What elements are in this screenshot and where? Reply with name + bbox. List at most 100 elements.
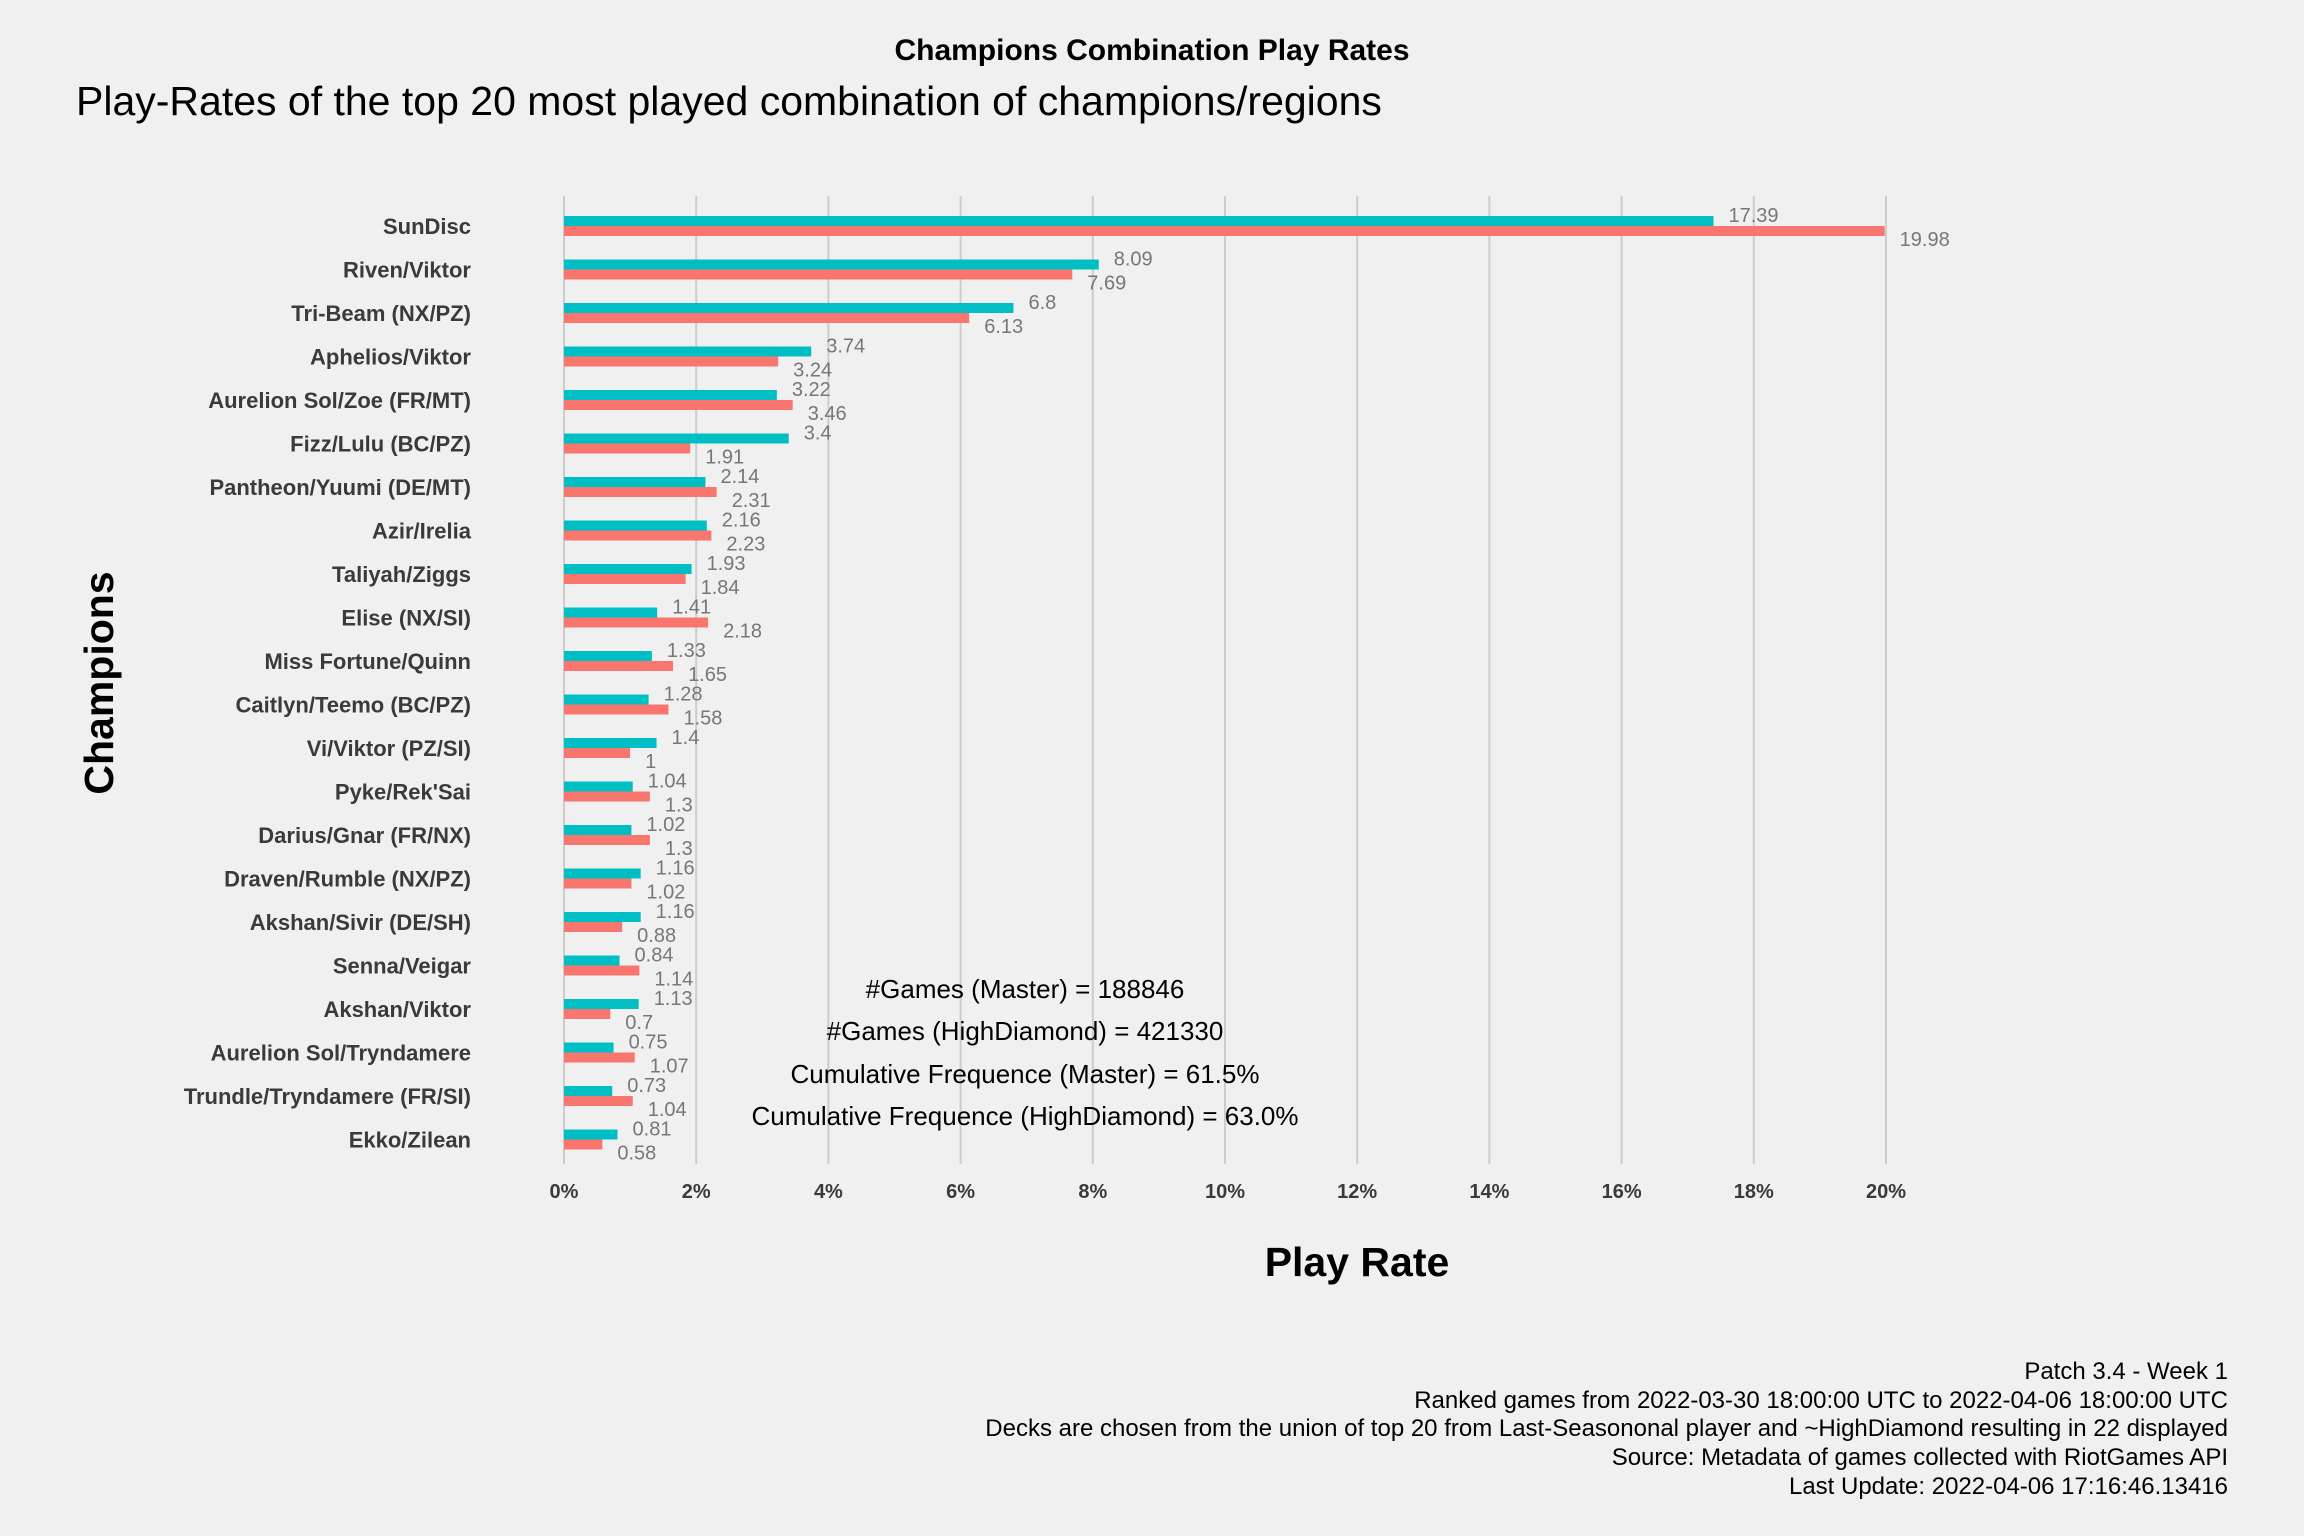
y-category-label: Elise (NX/SI) [341, 606, 471, 631]
x-axis-ticks: 0% 2% 4% 6% 8% 10% 12% 14% 16% 18% 20% [550, 1181, 1907, 1203]
data-label: 1.4 [672, 727, 700, 749]
chart-subtitle: Play-Rates of the top 20 most played com… [76, 78, 1382, 124]
data-label: 1.91 [705, 447, 744, 469]
bar-teal [564, 868, 641, 879]
data-label: 1.14 [654, 969, 693, 991]
bar-teal [564, 520, 707, 531]
bar-teal [564, 912, 641, 922]
data-label: 1.28 [664, 684, 703, 706]
x-tick-label: 20% [1866, 1181, 1906, 1203]
data-label: 1.16 [656, 858, 695, 880]
x-tick-label: 8% [1078, 1181, 1107, 1203]
data-label: 1.02 [646, 882, 685, 904]
y-category-label: Akshan/Sivir (DE/SH) [250, 910, 471, 935]
x-tick-label: 14% [1469, 1181, 1509, 1203]
y-category-label: Tri-Beam (NX/PZ) [291, 301, 471, 326]
bar-teal [564, 955, 620, 966]
bar-salmon [564, 922, 623, 932]
bar-salmon [564, 1139, 603, 1150]
y-category-label: Miss Fortune/Quinn [264, 649, 471, 674]
bar-salmon [564, 226, 1885, 236]
footer-patch: Patch 3.4 - Week 1 [2024, 1358, 2228, 1385]
data-label: 2.23 [726, 534, 765, 556]
bar-salmon [564, 1096, 633, 1106]
bar-salmon [564, 443, 691, 454]
y-category-label: Aphelios/Viktor [310, 345, 471, 370]
data-label: 1.65 [688, 664, 727, 686]
data-label: 8.09 [1114, 249, 1153, 271]
y-category-label: Trundle/Tryndamere (FR/SI) [184, 1084, 471, 1109]
bar-teal [564, 303, 1014, 313]
y-category-label: Pantheon/Yuumi (DE/MT) [209, 475, 471, 500]
bar-teal [564, 607, 658, 618]
bar-salmon [564, 574, 686, 584]
y-category-label: Senna/Veigar [333, 954, 472, 979]
footer-date-range: Ranked games from 2022-03-30 18:00:00 UT… [1414, 1387, 2228, 1414]
bar-salmon [564, 704, 669, 715]
y-category-label: Aurelion Sol/Tryndamere [211, 1041, 471, 1066]
footer-last-update: Last Update: 2022-04-06 17:16:46.13416 [1788, 1473, 2228, 1500]
bar-teal [564, 1129, 618, 1140]
bar-teal [564, 564, 692, 574]
data-label: 0.58 [617, 1143, 656, 1165]
bar-salmon [564, 617, 709, 628]
data-label: 2.14 [720, 466, 759, 488]
y-category-label: Azir/Irelia [372, 519, 472, 544]
bar-salmon [564, 313, 970, 323]
data-label: 6.13 [984, 316, 1023, 338]
data-label: 17.39 [1728, 205, 1778, 227]
bar-salmon [564, 269, 1073, 280]
data-label: 1 [645, 751, 656, 773]
data-labels: 17.3919.988.097.696.86.133.743.243.223.4… [617, 205, 1949, 1165]
x-axis-title: Play Rate [1265, 1239, 1450, 1285]
x-tick-label: 18% [1734, 1181, 1774, 1203]
bar-teal [564, 346, 812, 357]
footer-source: Source: Metadata of games collected with… [1611, 1444, 2228, 1471]
bars [564, 216, 1885, 1150]
data-label: 1.84 [701, 577, 740, 599]
bar-teal [564, 1086, 613, 1096]
y-category-label: Caitlyn/Teemo (BC/PZ) [235, 693, 471, 718]
x-tick-label: 0% [550, 1181, 579, 1203]
bar-salmon [564, 965, 640, 976]
y-axis-labels: SunDisc Riven/Viktor Tri-Beam (NX/PZ) Aphel… [184, 214, 472, 1153]
y-category-label: Vi/Viktor (PZ/SI) [307, 736, 471, 761]
data-label: 3.22 [792, 379, 831, 401]
data-label: 6.8 [1028, 292, 1056, 314]
bar-teal [564, 1042, 614, 1053]
x-tick-label: 6% [946, 1181, 975, 1203]
data-label: 1.16 [656, 901, 695, 923]
bar-salmon [564, 530, 712, 541]
bar-teal [564, 651, 652, 661]
grid-lines [563, 196, 1887, 1164]
bar-teal [564, 825, 632, 835]
bar-salmon [564, 835, 650, 845]
data-label: 1.02 [646, 814, 685, 836]
data-label: 1.33 [667, 640, 706, 662]
bar-salmon [564, 356, 779, 367]
bar-teal [564, 433, 789, 444]
data-label: 0.73 [627, 1075, 666, 1097]
data-label: 3.24 [793, 360, 832, 382]
data-label: 0.75 [629, 1032, 668, 1054]
bar-salmon [564, 791, 650, 802]
y-category-label: SunDisc [383, 214, 471, 239]
data-label: 0.7 [625, 1012, 653, 1034]
data-label: 2.31 [732, 490, 771, 512]
data-label: 0.88 [637, 925, 676, 947]
data-label: 1.3 [665, 795, 693, 817]
bar-salmon [564, 748, 631, 758]
data-label: 1.13 [654, 988, 693, 1010]
y-category-label: Akshan/Viktor [323, 997, 471, 1022]
bar-teal [564, 216, 1714, 226]
bar-salmon [564, 661, 674, 671]
data-label: 1.41 [672, 597, 711, 619]
data-label: 1.58 [683, 708, 722, 730]
footer-deck-note: Decks are chosen from the union of top 2… [985, 1415, 2228, 1442]
bar-teal [564, 999, 639, 1009]
data-label: 0.84 [635, 945, 674, 967]
y-category-label: Taliyah/Ziggs [332, 562, 471, 587]
bar-salmon [564, 487, 717, 497]
bar-teal [564, 694, 649, 705]
bar-salmon [564, 878, 632, 889]
